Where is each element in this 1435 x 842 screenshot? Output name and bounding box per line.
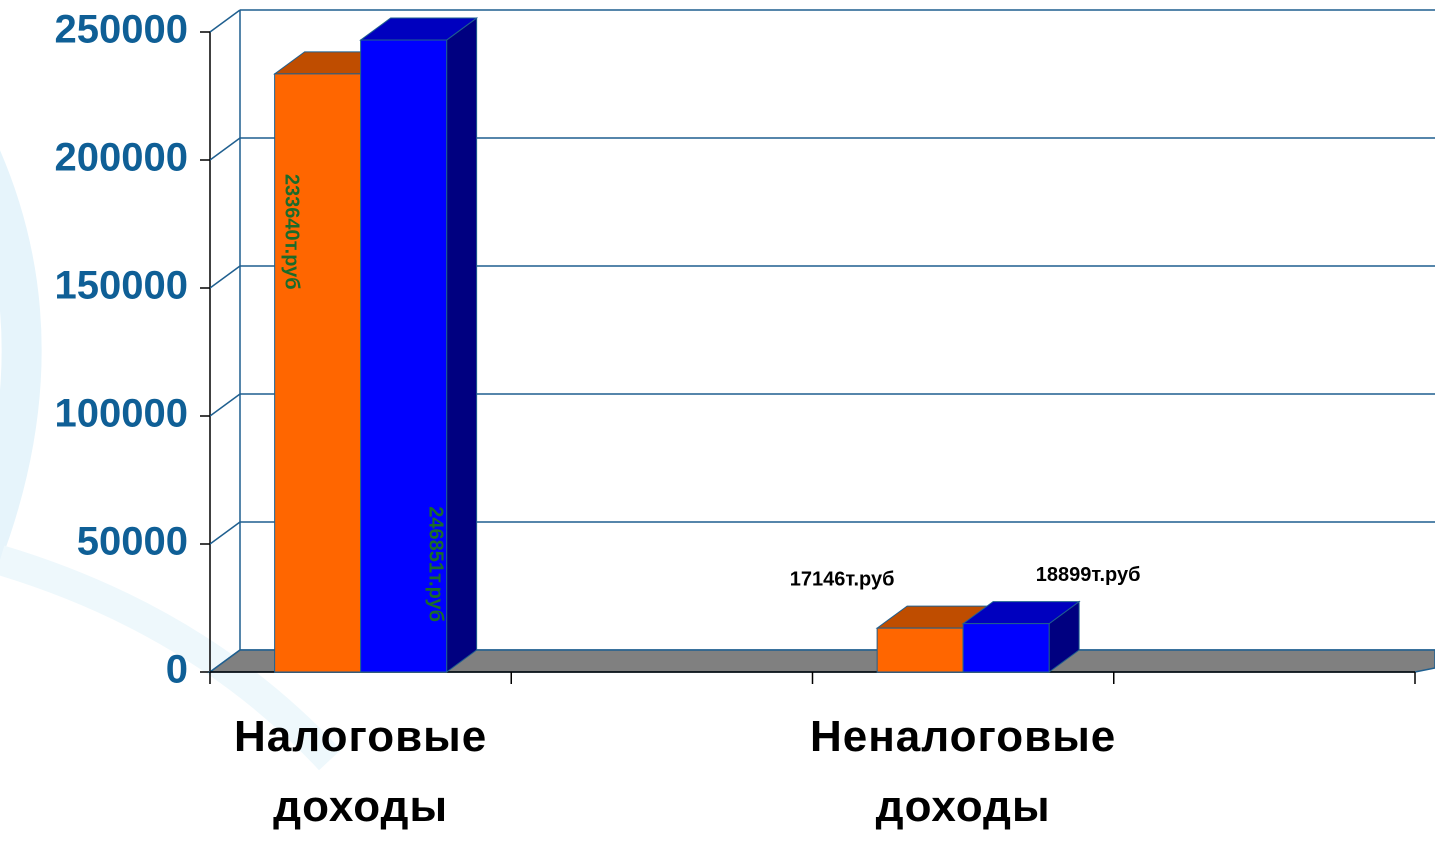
bar bbox=[876, 627, 964, 673]
data-label: 233640т.руб bbox=[280, 174, 302, 290]
bar bbox=[962, 623, 1050, 673]
data-label: 18899т.руб bbox=[1036, 564, 1141, 586]
data-label: 246851т.руб bbox=[424, 506, 446, 622]
data-label: 17146т.руб bbox=[790, 568, 895, 590]
y-tick-label: 100000 bbox=[55, 392, 188, 436]
y-tick-label: 200000 bbox=[55, 136, 188, 180]
y-tick-label: 250000 bbox=[55, 8, 188, 52]
background-swirl bbox=[0, 150, 42, 564]
grid-line bbox=[209, 9, 241, 33]
background-swirl bbox=[0, 545, 341, 771]
y-tick-label: 0 bbox=[166, 648, 188, 692]
x-tick-label: Неналоговые доходы bbox=[809, 712, 1117, 831]
grid-line bbox=[209, 137, 241, 161]
bar bbox=[360, 39, 448, 673]
grid-line bbox=[209, 265, 241, 289]
y-tick-label: 150000 bbox=[55, 264, 188, 308]
bar bbox=[274, 73, 362, 673]
grid-line bbox=[209, 521, 241, 545]
bar-side bbox=[446, 17, 478, 673]
grid-line bbox=[209, 393, 241, 417]
x-tick-label: Налоговые доходы bbox=[234, 712, 488, 831]
y-tick-label: 50000 bbox=[77, 520, 188, 564]
